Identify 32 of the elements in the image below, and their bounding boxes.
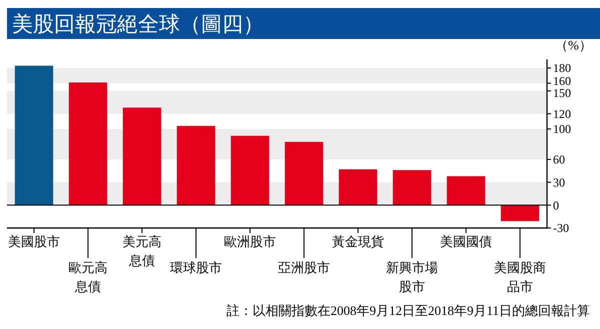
x-tick-label: 美國國債 [440, 234, 492, 249]
bar [68, 82, 108, 206]
x-tick-label: 新興市場股市 [386, 260, 438, 294]
y-axis-title: （%） [555, 37, 592, 52]
y-tick-label: -30 [553, 221, 569, 236]
bar [284, 142, 324, 206]
bar [338, 169, 378, 206]
bar [446, 176, 486, 206]
x-tick-label: 歐洲股市 [224, 234, 276, 249]
x-tick-label: 美國股商品市 [494, 260, 546, 294]
bar [14, 66, 54, 206]
y-tick-label: 120 [553, 106, 571, 121]
x-tick-label: 亞洲股市 [278, 260, 330, 275]
y-tick-label: 160 [553, 74, 571, 88]
x-tick-label: 美國股市 [8, 234, 60, 249]
bar [392, 170, 432, 206]
text: 註：以相關指數在2008年9月12日至2018年9月11日的總回報計算 [226, 303, 590, 318]
chart-title: 美股回報冠絕全球（圖四） [12, 12, 264, 36]
y-tick-label: 100 [553, 122, 571, 136]
y-tick-label: 60 [553, 152, 565, 167]
y-tick-label: 150 [553, 86, 571, 100]
y-tick-label: 30 [553, 175, 565, 190]
y-tick-label: 180 [553, 61, 571, 76]
bar [176, 126, 216, 206]
x-tick-label: 歐元高息債 [68, 260, 108, 294]
bar [230, 136, 270, 206]
bar [500, 205, 540, 222]
x-tick-label: 環球股市 [170, 260, 222, 275]
y-tick-label: 0 [553, 198, 559, 212]
x-tick-label: 黃金現貨 [332, 234, 384, 249]
bar [122, 108, 162, 206]
x-tick-label: 美元高息債 [122, 234, 162, 268]
